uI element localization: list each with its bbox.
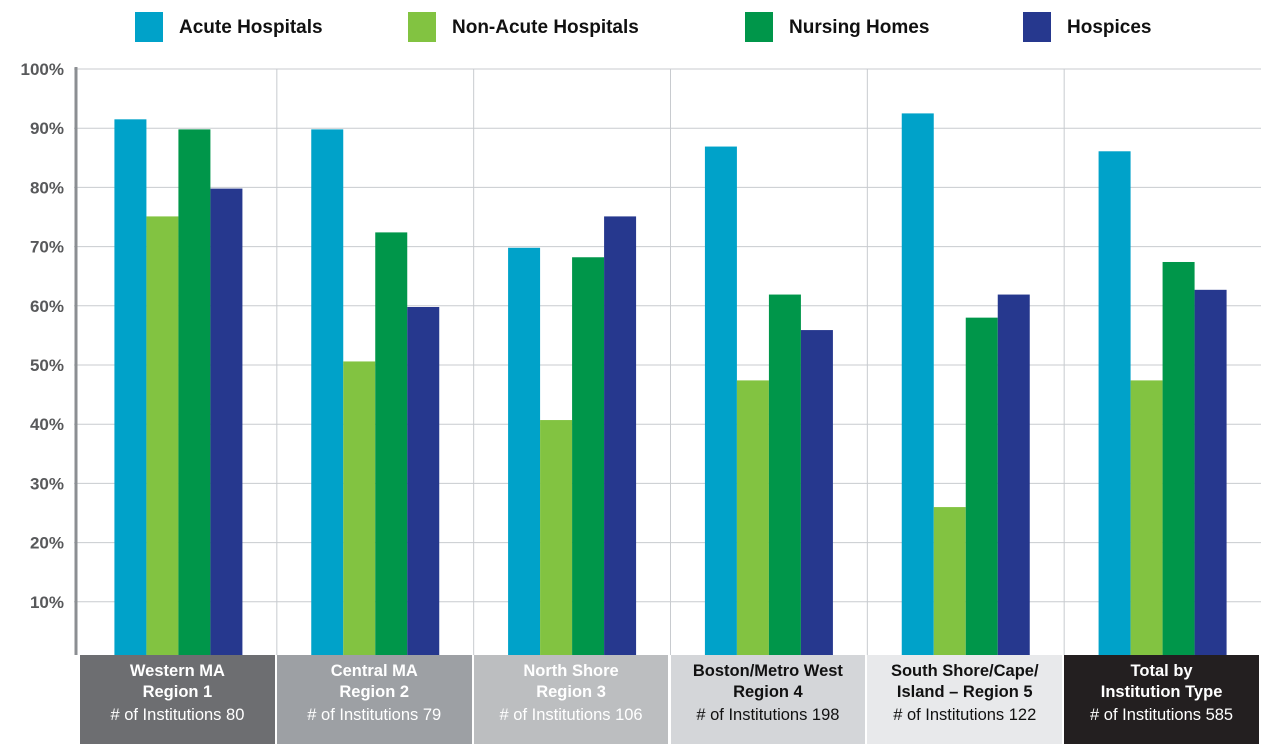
bar-nursing-homes [1162,261,1195,655]
bar-acute-hospitals [508,247,541,655]
category-label-box: Total by Institution Type # of Institutio… [1064,655,1259,744]
y-tick-label: 70% [30,238,64,257]
category-institution-count: # of Institutions 122 [893,706,1037,724]
y-tick-label: 30% [30,474,64,493]
legend-swatch-non-acute-hospitals [408,12,436,42]
y-tick-label: 60% [30,297,64,316]
category-name: Western MA Region 1 [129,662,225,701]
category-name: Total by Institution Type [1100,662,1223,701]
y-tick-label: 50% [30,356,64,375]
legend-label-hospices: Hospices [1067,17,1152,38]
y-tick-label: 40% [30,415,64,434]
bar-acute-hospitals [704,146,737,655]
category-institution-count: # of Institutions 198 [696,706,840,724]
category-label-box: Boston/Metro West Region 4 # of Instituti… [670,655,866,744]
y-tick-label: 0% [39,652,64,655]
legend-label-nursing-homes: Nursing Homes [789,17,930,38]
bar-acute-hospitals [901,113,934,655]
bar-hospices [800,330,833,655]
y-tick-label: 20% [30,534,64,553]
bar-nursing-homes [965,317,998,655]
bar-acute-hospitals [114,119,147,655]
category-label-box: Western MA Region 1 # of Institutions 80 [80,655,275,744]
category-institution-count: # of Institutions 106 [499,706,643,724]
bar-chart: 0% 10% 20% 30% 40% 50% 60% 70% 80% 90% 100% [21,60,1261,655]
bar-nursing-homes [572,257,605,655]
category-name: Boston/Metro West Region 4 [692,662,843,701]
category-name: South Shore/Cape/ Island – Region 5 [890,662,1039,701]
bar-hospices [1194,289,1227,655]
bar-hospices [604,216,637,655]
legend-swatch-hospices [1023,12,1051,42]
legend-swatch-acute-hospitals [135,12,163,42]
y-tick-label: 100% [21,60,64,79]
y-tick-label: 90% [30,119,64,138]
category-label-box: Central MA Region 2 # of Institutions 79 [276,655,472,744]
legend-swatch-nursing-homes [745,12,773,42]
bar-hospices [407,306,440,655]
legend-label-acute-hospitals: Acute Hospitals [179,17,323,38]
bar-non-acute-hospitals [736,380,769,655]
bar-non-acute-hospitals [146,216,179,655]
bar-acute-hospitals [1098,151,1131,655]
y-tick-label: 10% [30,593,64,612]
category-label-box: North Shore Region 3 # of Institutions 10… [473,655,669,744]
category-institution-count: # of Institutions 79 [307,706,442,724]
legend-label-non-acute-hospitals: Non-Acute Hospitals [452,17,639,38]
bar-non-acute-hospitals [933,507,966,655]
category-name: North Shore Region 3 [523,662,619,701]
y-tick-label: 80% [30,178,64,197]
category-label-box: South Shore/Cape/ Island – Region 5 # of … [867,655,1063,744]
bar-nursing-homes [768,294,801,655]
bar-acute-hospitals [311,129,344,655]
bar-non-acute-hospitals [540,420,573,655]
bar-non-acute-hospitals [343,361,376,655]
bar-hospices [997,294,1030,655]
bar-nursing-homes [178,129,211,655]
bar-hospices [210,188,243,655]
category-name: Central MA Region 2 [330,662,418,701]
category-institution-count: # of Institutions 585 [1090,706,1234,724]
category-institution-count: # of Institutions 80 [110,706,245,724]
bar-non-acute-hospitals [1130,380,1163,655]
bar-nursing-homes [375,232,408,655]
chart-legend: Acute Hospitals Non-Acute Hospitals Nurs… [0,0,1261,56]
